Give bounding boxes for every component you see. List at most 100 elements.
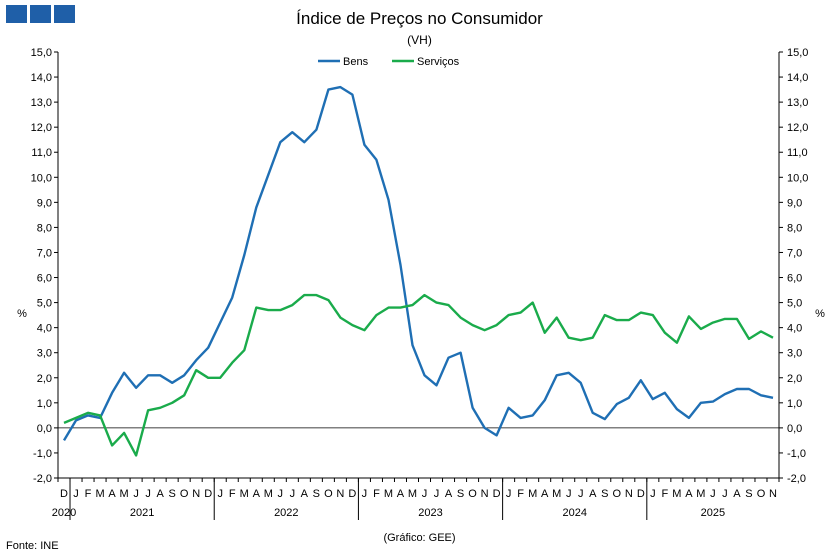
month-label: D	[493, 488, 501, 500]
y-tick-label-right: 8,0	[787, 222, 802, 234]
month-label: M	[384, 488, 393, 500]
y-tick-label-left: 14,0	[31, 72, 52, 84]
month-label: A	[397, 488, 405, 500]
y-tick-label-left: 7,0	[37, 247, 52, 259]
month-label: M	[264, 488, 273, 500]
month-label: A	[589, 488, 597, 500]
month-label: A	[445, 488, 453, 500]
year-label: 2020	[52, 507, 76, 519]
y-tick-label-left: 9,0	[37, 197, 52, 209]
y-tick-label-left: 5,0	[37, 298, 52, 310]
month-label: F	[661, 488, 668, 500]
month-label: M	[120, 488, 129, 500]
chart-title: Índice de Preços no Consumidor	[296, 9, 543, 28]
month-label: N	[769, 488, 777, 500]
y-tick-label-right: 5,0	[787, 298, 802, 310]
month-label: N	[336, 488, 344, 500]
y-tick-label-right: -1,0	[787, 448, 806, 460]
y-tick-label-left: 1,0	[37, 398, 52, 410]
chart-credit: (Gráfico: GEE)	[383, 532, 456, 544]
legend-label: Serviços	[417, 56, 460, 68]
y-tick-label-right: 6,0	[787, 273, 802, 285]
brand-squares-icon	[6, 5, 27, 23]
month-label: J	[73, 488, 79, 500]
y-tick-label-right: 1,0	[787, 398, 802, 410]
month-label: F	[229, 488, 236, 500]
y-tick-label-right: 12,0	[787, 122, 808, 134]
month-label: M	[696, 488, 705, 500]
month-label: A	[301, 488, 309, 500]
y-tick-label-left: -1,0	[33, 448, 52, 460]
month-label: M	[672, 488, 681, 500]
month-label: J	[217, 488, 223, 500]
month-label: S	[313, 488, 320, 500]
month-label: J	[362, 488, 368, 500]
chart-subtitle: (VH)	[407, 33, 432, 47]
month-label: N	[481, 488, 489, 500]
year-label: 2021	[130, 507, 154, 519]
year-label: 2025	[701, 507, 725, 519]
month-label: O	[324, 488, 333, 500]
month-label: N	[192, 488, 200, 500]
month-label: D	[348, 488, 356, 500]
brand-squares-icon	[54, 5, 75, 23]
year-label: 2023	[418, 507, 442, 519]
month-label: F	[373, 488, 380, 500]
month-label: M	[408, 488, 417, 500]
y-tick-label-left: 11,0	[31, 147, 52, 159]
month-label: J	[133, 488, 139, 500]
legend-label: Bens	[343, 56, 369, 68]
brand-logo	[6, 5, 75, 23]
y-tick-label-left: -2,0	[33, 473, 52, 485]
month-label: A	[733, 488, 741, 500]
month-label: M	[95, 488, 104, 500]
series-line-bens	[62, 85, 774, 442]
month-label: A	[685, 488, 693, 500]
y-tick-label-left: 3,0	[37, 348, 52, 360]
month-label: S	[601, 488, 608, 500]
month-label: S	[168, 488, 175, 500]
y-tick-label-right: -2,0	[787, 473, 806, 485]
y-axis-label-right: %	[815, 308, 825, 320]
month-label: D	[60, 488, 68, 500]
month-label: D	[637, 488, 645, 500]
y-tick-label-right: 13,0	[787, 97, 808, 109]
month-label: J	[278, 488, 284, 500]
y-tick-label-right: 10,0	[787, 172, 808, 184]
y-tick-label-right: 9,0	[787, 197, 802, 209]
y-tick-label-left: 10,0	[31, 172, 52, 184]
month-label: M	[240, 488, 249, 500]
month-label: O	[612, 488, 621, 500]
y-tick-label-right: 4,0	[787, 323, 802, 335]
source-note: Fonte: INE	[6, 540, 59, 552]
month-label: J	[566, 488, 572, 500]
month-label: S	[745, 488, 752, 500]
month-label: M	[552, 488, 561, 500]
y-tick-label-left: 15,0	[31, 47, 52, 59]
series-line-servicos	[63, 293, 774, 457]
month-label: O	[468, 488, 477, 500]
year-label: 2024	[562, 507, 586, 519]
y-tick-label-right: 7,0	[787, 247, 802, 259]
month-label: O	[757, 488, 766, 500]
month-label: J	[650, 488, 656, 500]
y-tick-label-right: 2,0	[787, 373, 802, 385]
y-tick-label-right: 0,0	[787, 423, 802, 435]
month-label: M	[528, 488, 537, 500]
month-label: A	[156, 488, 164, 500]
month-label: J	[290, 488, 296, 500]
month-label: N	[625, 488, 633, 500]
y-tick-label-right: 15,0	[787, 47, 808, 59]
y-tick-label-left: 0,0	[37, 423, 52, 435]
brand-squares-icon	[30, 5, 51, 23]
month-label: J	[434, 488, 440, 500]
month-label: J	[506, 488, 512, 500]
month-label: J	[145, 488, 151, 500]
y-tick-label-left: 8,0	[37, 222, 52, 234]
month-label: D	[204, 488, 212, 500]
month-label: J	[578, 488, 584, 500]
y-tick-label-right: 14,0	[787, 72, 808, 84]
month-label: J	[422, 488, 428, 500]
y-tick-label-left: 13,0	[31, 97, 52, 109]
y-tick-label-left: 6,0	[37, 273, 52, 285]
